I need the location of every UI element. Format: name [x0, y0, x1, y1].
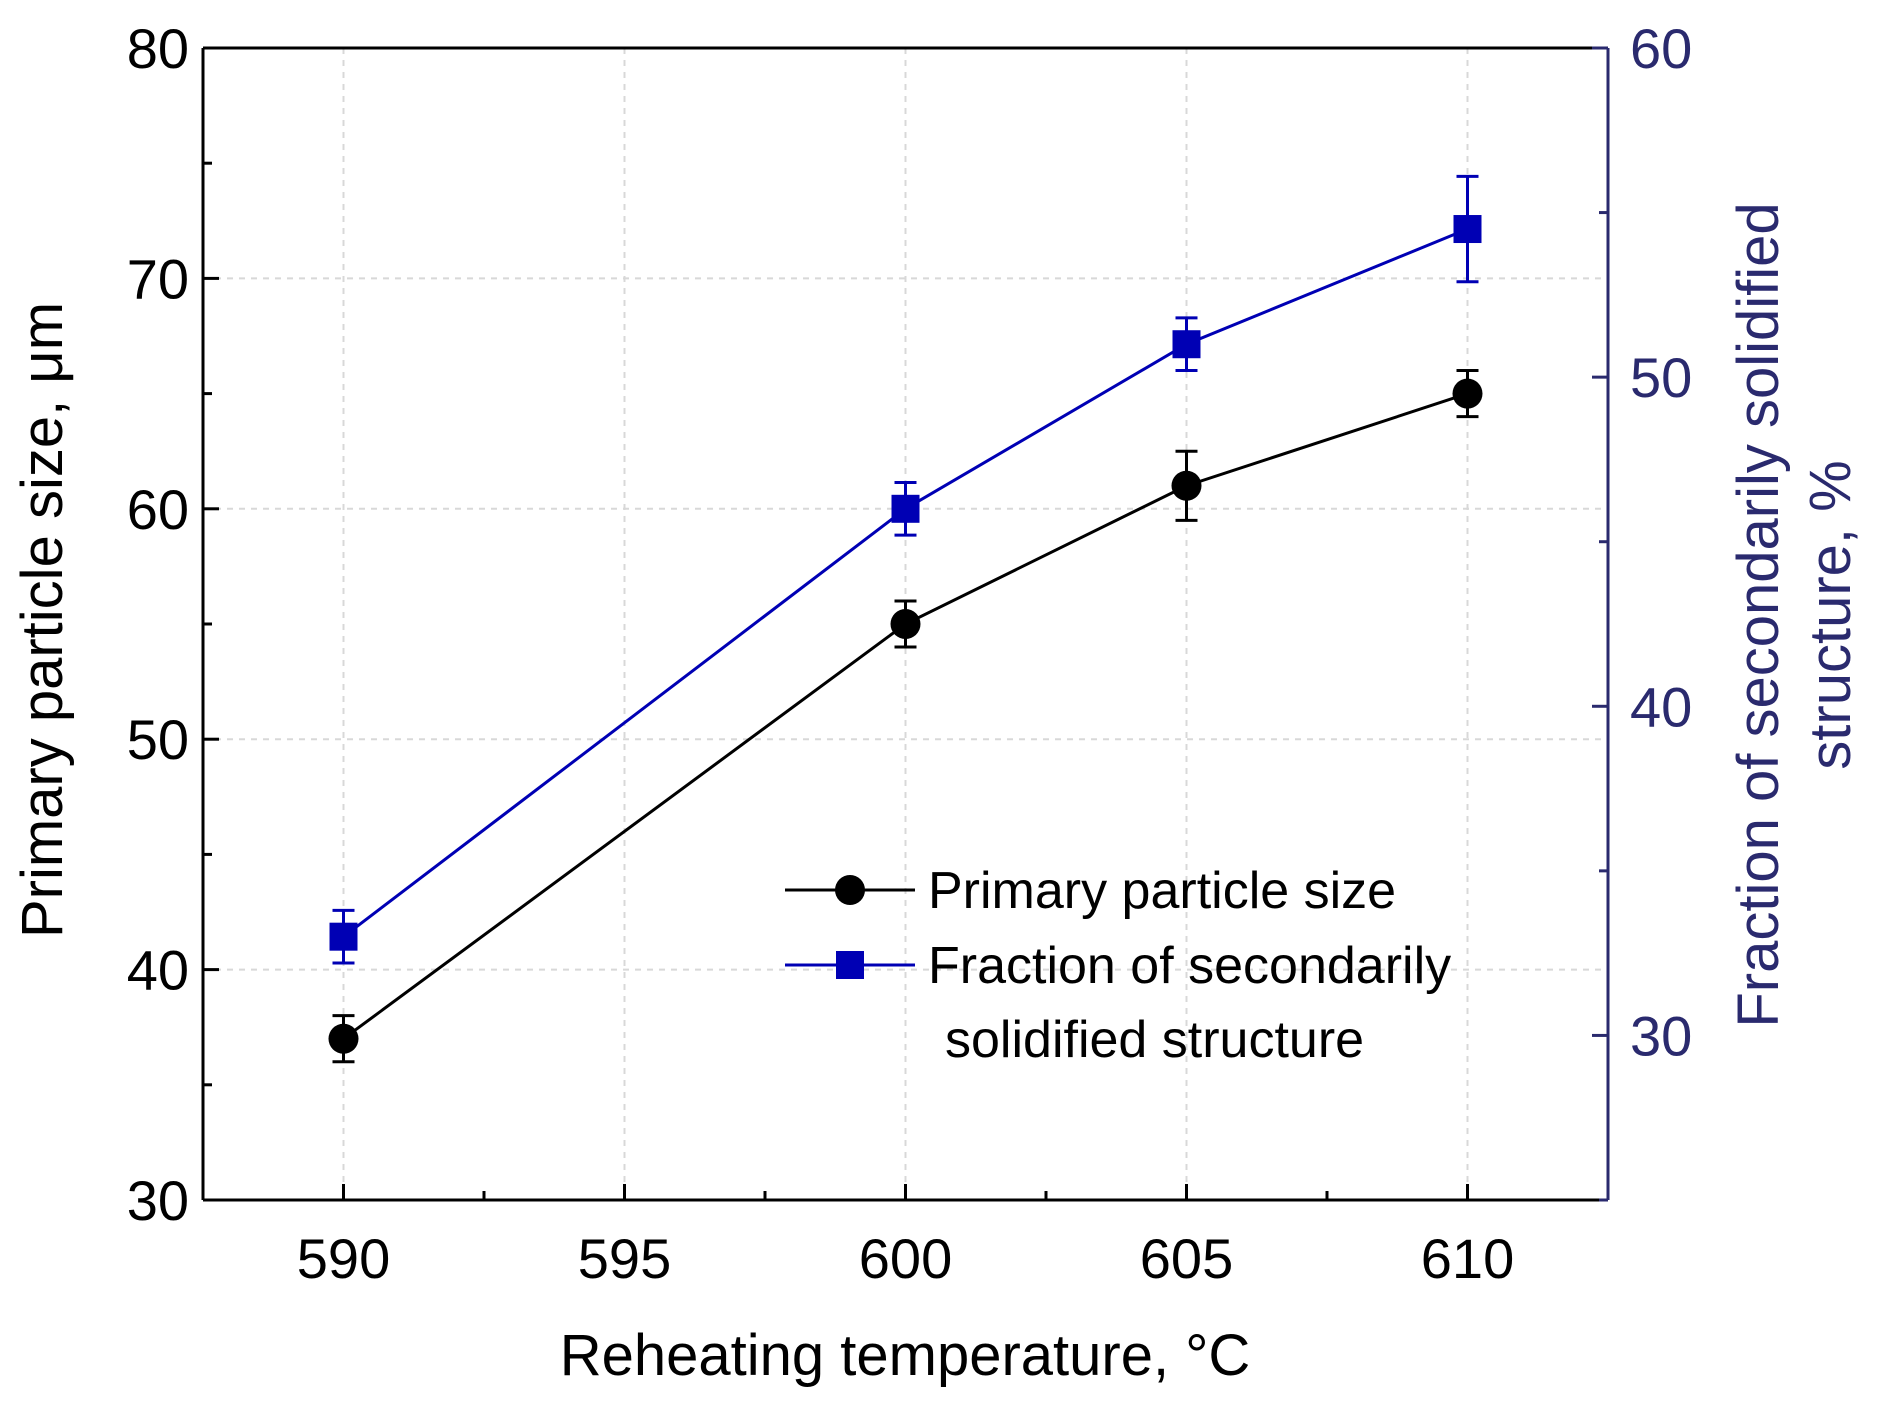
x-tick-label: 605 — [1140, 1227, 1233, 1290]
y-axis-right-title-line2: structure, % — [1798, 460, 1863, 769]
data-point-circle — [890, 609, 921, 639]
data-point-square — [891, 494, 920, 523]
y-right-tick-label: 50 — [1630, 346, 1692, 409]
x-tick-label: 610 — [1421, 1227, 1514, 1290]
x-tick-label: 590 — [297, 1227, 390, 1290]
axes: 590 595 600 605 610 30 40 50 60 70 80 30 40 50 60 — [127, 17, 1693, 1290]
y-right-tick-label: 40 — [1630, 675, 1692, 738]
data-point-square — [329, 922, 358, 951]
data-point-circle — [328, 1023, 359, 1054]
y-right-tick-label: 30 — [1630, 1004, 1692, 1067]
y-right-tick-label: 60 — [1630, 17, 1692, 80]
y-axis-right-title-line1: Fraction of secondarily solidified — [1726, 202, 1791, 1027]
legend-marker-circle — [835, 875, 865, 905]
x-tick-label: 595 — [578, 1227, 671, 1290]
data-point-square — [1172, 330, 1201, 359]
series-line-2 — [342, 227, 1469, 938]
x-axis-title: Reheating temperature, °C — [560, 1323, 1251, 1388]
data-point-circle — [1452, 378, 1483, 409]
y-axis-left-title: Primary particle size, μm — [10, 302, 75, 938]
y-left-tick-label: 60 — [127, 478, 189, 541]
data-point-circle — [1171, 470, 1202, 501]
y-left-tick-label: 50 — [127, 708, 189, 771]
legend-label-2-line1: Fraction of secondarily — [928, 937, 1451, 995]
legend-label-1: Primary particle size — [928, 862, 1396, 920]
x-tick-label: 600 — [859, 1227, 952, 1290]
series — [328, 174, 1483, 1064]
y-left-tick-label: 40 — [127, 939, 189, 1002]
legend-label-2-line2: solidified structure — [945, 1011, 1364, 1069]
y-left-tick-label: 80 — [127, 17, 189, 80]
y-left-tick-label: 70 — [127, 247, 189, 310]
legend: Primary particle size Fraction of seconda… — [785, 862, 1451, 1069]
data-point-square — [1453, 215, 1482, 244]
series-line-1 — [342, 392, 1468, 1040]
y-left-tick-label: 30 — [127, 1169, 189, 1232]
legend-marker-square — [836, 951, 864, 979]
